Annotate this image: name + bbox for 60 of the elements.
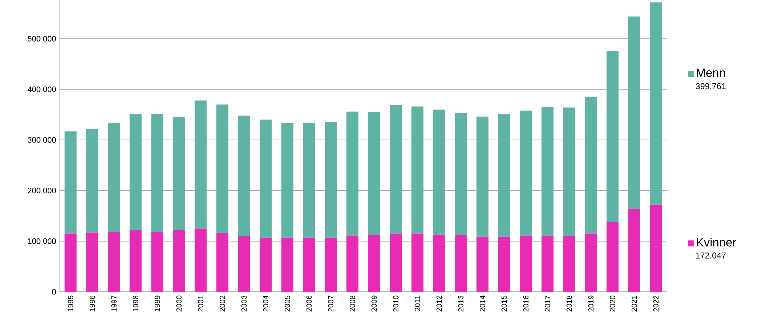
text: 172.047 [696,252,726,259]
bar [194,100,207,229]
legend-label: Kvinner [697,238,736,247]
bar [433,234,446,292]
bar [390,234,402,292]
bar [346,112,359,236]
bar [542,107,554,236]
legend-label: Menn [697,68,726,78]
bar [585,97,598,234]
bar [455,235,468,292]
bar [216,104,229,234]
bar [498,114,510,237]
bar [260,238,272,292]
bar [86,232,99,292]
bar [64,234,77,292]
bar [476,236,489,292]
bar [108,232,120,292]
bar [216,233,229,292]
bar [412,234,424,292]
bar [260,120,272,238]
bar [86,129,99,233]
bar [303,238,316,292]
bar [346,236,359,292]
bar [476,116,489,237]
bar [650,2,662,205]
bar [520,110,532,236]
bar [108,123,120,232]
bar [238,116,250,236]
bar [368,235,380,292]
bar [606,51,619,222]
bar [130,230,142,292]
bar [194,228,207,292]
bar [628,210,640,292]
text: 399.761 [696,83,726,90]
bar [498,236,510,292]
bar [282,123,294,238]
bar [152,114,164,232]
bar [585,234,598,292]
bar [628,16,640,210]
bar [520,236,532,292]
bar [173,117,186,230]
bar [412,106,424,234]
bar [324,122,337,238]
bar [130,114,142,230]
bar [455,113,468,236]
bar [390,105,402,234]
bar [64,132,77,234]
bar [433,110,446,235]
bar [563,108,576,236]
bar [563,236,576,292]
bar [606,222,619,292]
bar [368,112,380,236]
bar [152,232,164,292]
bar [542,236,554,292]
bar [282,238,294,292]
bar [238,236,250,292]
bar [650,204,662,292]
bar [303,123,316,238]
bar [173,230,186,292]
bar [324,238,337,292]
